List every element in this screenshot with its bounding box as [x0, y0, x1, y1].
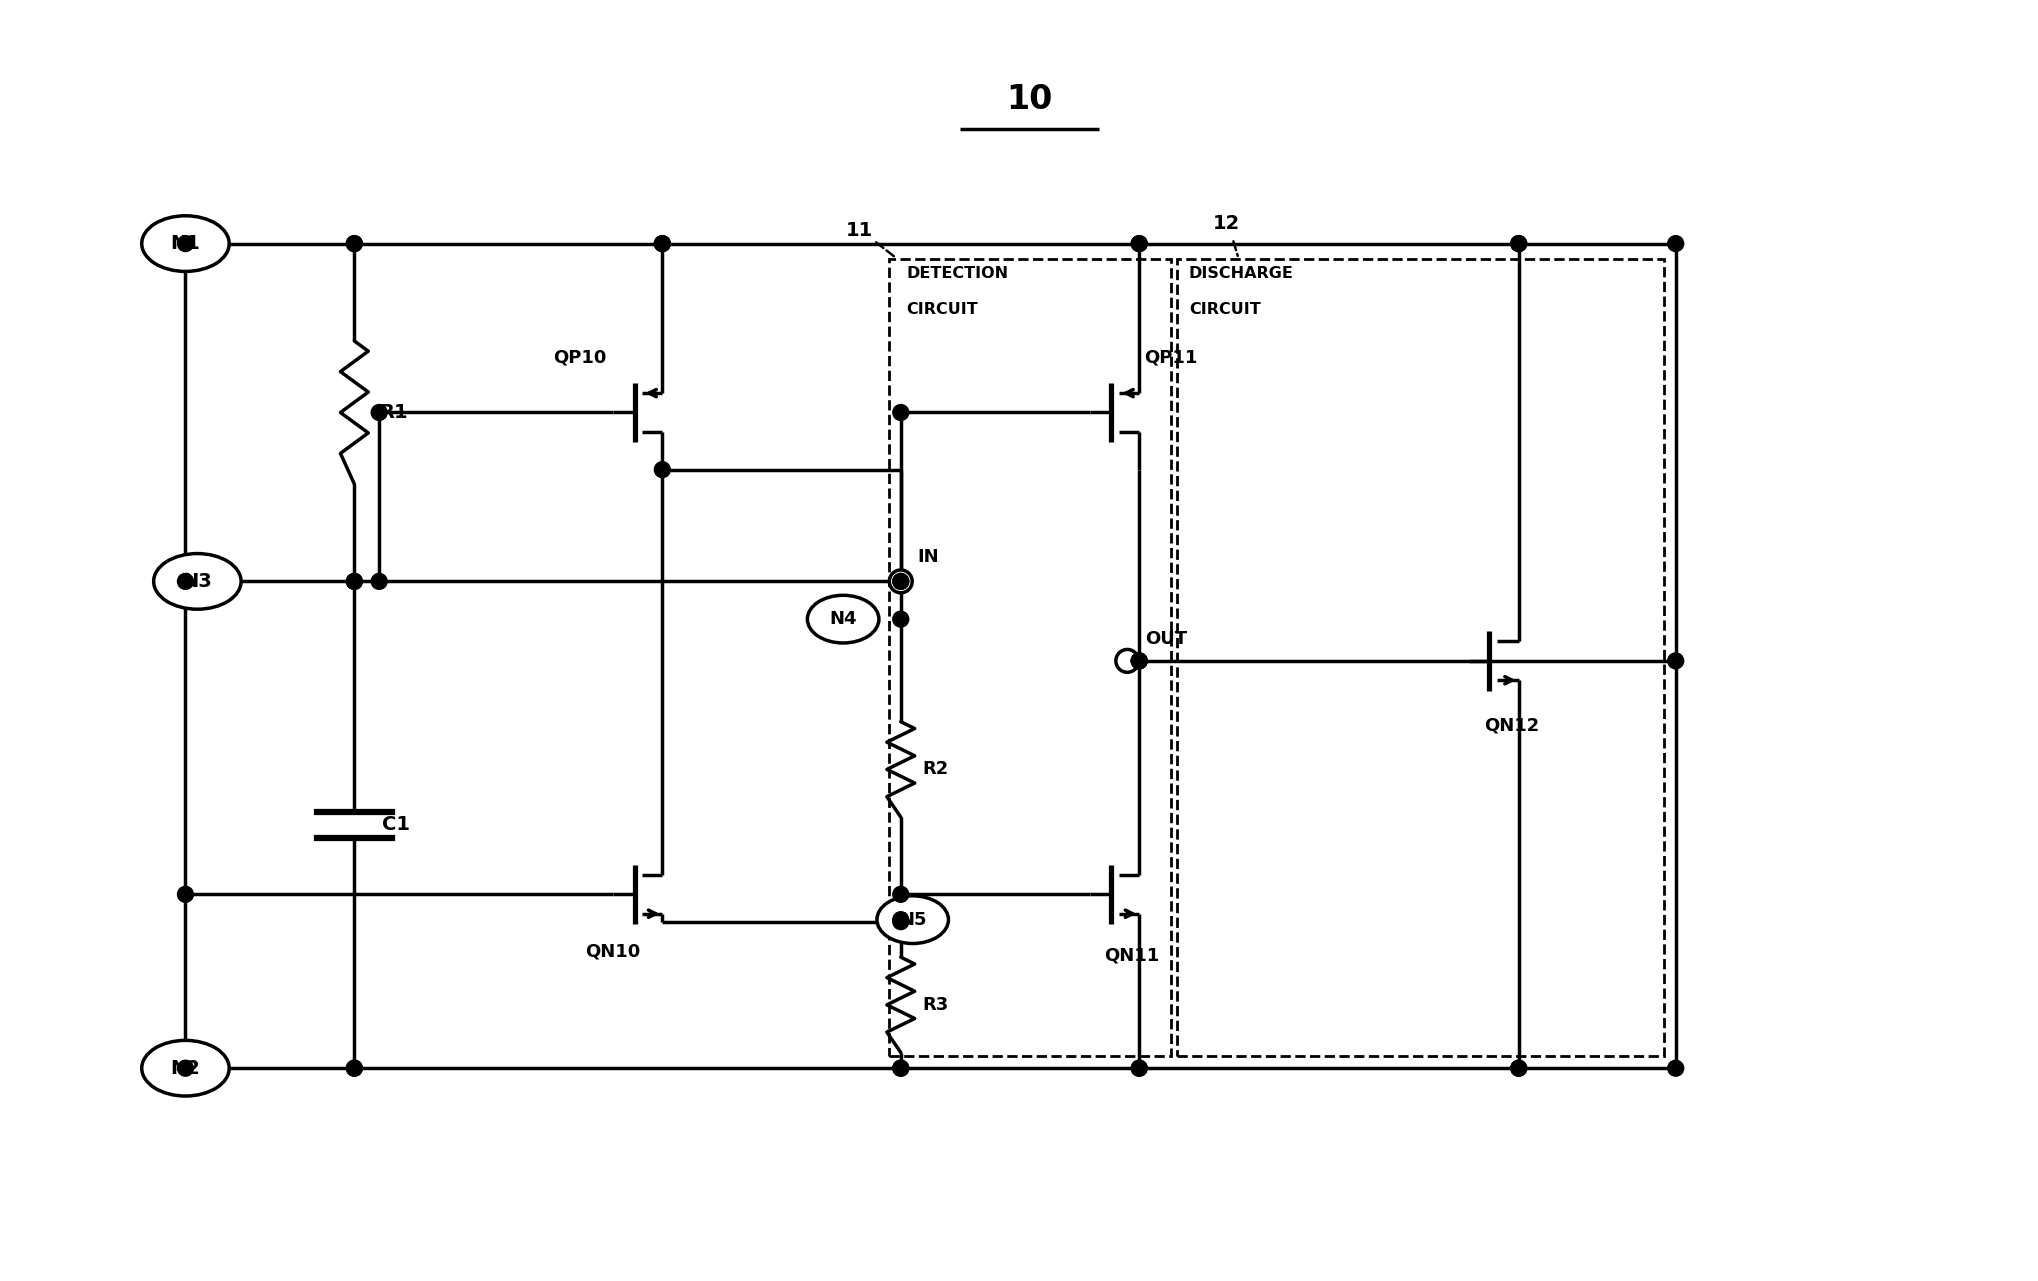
Circle shape: [893, 1061, 909, 1076]
Text: R3: R3: [923, 995, 950, 1013]
Circle shape: [371, 574, 387, 589]
Text: N2: N2: [171, 1058, 200, 1077]
Circle shape: [1117, 649, 1139, 673]
Circle shape: [893, 913, 909, 930]
Text: N4: N4: [829, 610, 856, 628]
Text: OUT: OUT: [1145, 630, 1188, 648]
Ellipse shape: [143, 1040, 228, 1097]
Circle shape: [893, 912, 909, 927]
Circle shape: [1667, 236, 1683, 251]
Circle shape: [1131, 236, 1147, 251]
Text: QP11: QP11: [1143, 348, 1198, 366]
Circle shape: [371, 405, 387, 420]
Circle shape: [893, 886, 909, 902]
Ellipse shape: [143, 215, 228, 272]
Circle shape: [1131, 653, 1147, 669]
Circle shape: [1510, 1061, 1526, 1076]
Circle shape: [893, 611, 909, 628]
Circle shape: [1131, 653, 1147, 669]
Circle shape: [1131, 1061, 1147, 1076]
Text: QN10: QN10: [585, 943, 640, 961]
Text: N3: N3: [183, 571, 212, 591]
Text: 11: 11: [846, 222, 872, 240]
Ellipse shape: [807, 596, 878, 643]
Text: C1: C1: [383, 815, 410, 834]
Circle shape: [654, 236, 671, 251]
Circle shape: [346, 236, 363, 251]
Text: QN12: QN12: [1484, 716, 1539, 734]
Circle shape: [1510, 236, 1526, 251]
Circle shape: [1510, 1061, 1526, 1076]
Text: 12: 12: [1213, 214, 1241, 233]
Circle shape: [1510, 236, 1526, 251]
Circle shape: [893, 1061, 909, 1076]
Text: R1: R1: [379, 404, 408, 421]
Circle shape: [177, 1061, 194, 1076]
Circle shape: [346, 1061, 363, 1076]
Ellipse shape: [153, 553, 240, 610]
Circle shape: [1667, 1061, 1683, 1076]
Circle shape: [177, 236, 194, 251]
Text: R2: R2: [923, 761, 950, 779]
Circle shape: [654, 236, 671, 251]
Circle shape: [346, 574, 363, 589]
Circle shape: [893, 574, 909, 589]
Text: DISCHARGE: DISCHARGE: [1188, 266, 1294, 282]
Text: DETECTION: DETECTION: [907, 266, 1009, 282]
Circle shape: [1131, 1061, 1147, 1076]
Circle shape: [177, 886, 194, 902]
Text: IN: IN: [917, 547, 940, 565]
Circle shape: [346, 574, 363, 589]
Circle shape: [654, 461, 671, 478]
Text: N5: N5: [899, 911, 927, 929]
Circle shape: [1667, 653, 1683, 669]
Circle shape: [893, 405, 909, 420]
Circle shape: [1131, 236, 1147, 251]
Text: QN11: QN11: [1105, 947, 1160, 965]
Circle shape: [1131, 653, 1147, 669]
Text: CIRCUIT: CIRCUIT: [907, 302, 978, 318]
Circle shape: [346, 236, 363, 251]
Text: N1: N1: [171, 234, 200, 254]
Text: QP10: QP10: [552, 348, 607, 366]
Circle shape: [893, 574, 909, 589]
Text: 10: 10: [1007, 83, 1054, 117]
Ellipse shape: [876, 895, 948, 944]
Text: CIRCUIT: CIRCUIT: [1188, 302, 1262, 318]
Circle shape: [177, 574, 194, 589]
Circle shape: [346, 1061, 363, 1076]
Circle shape: [889, 570, 913, 593]
